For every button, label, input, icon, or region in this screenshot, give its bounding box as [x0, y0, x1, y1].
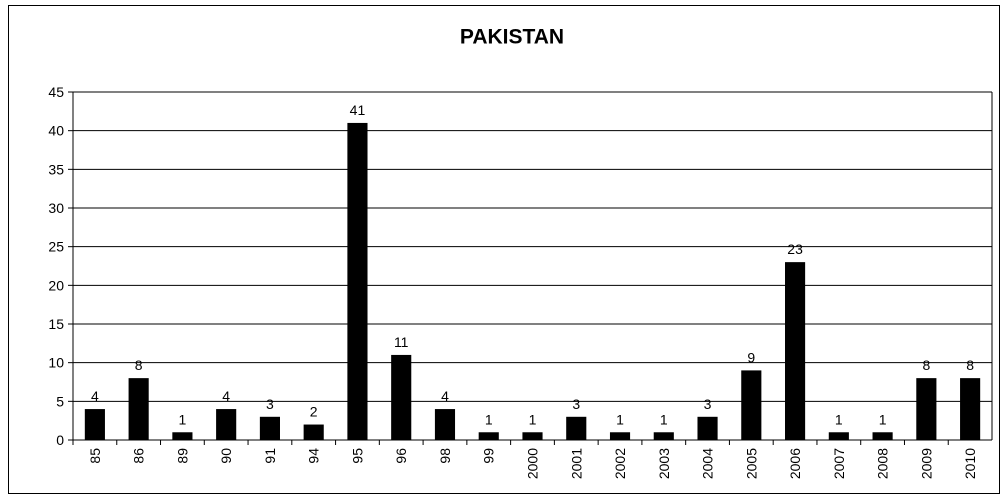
value-label: 8 [922, 357, 930, 373]
value-label: 41 [350, 102, 366, 118]
value-label: 1 [835, 411, 843, 427]
bar [172, 432, 193, 440]
x-tick-label: 91 [262, 448, 278, 464]
bar [522, 432, 543, 440]
value-label: 1 [660, 411, 668, 427]
value-label: 1 [485, 411, 493, 427]
bar [303, 424, 324, 440]
x-tick-label: 99 [481, 448, 497, 464]
bar [434, 409, 456, 440]
y-tick-label: 25 [48, 239, 64, 255]
x-tick-label: 2000 [525, 448, 541, 479]
y-tick-label: 45 [48, 84, 64, 100]
bar [653, 432, 674, 440]
y-tick-label: 20 [48, 277, 64, 293]
value-label: 1 [179, 411, 187, 427]
value-label: 4 [91, 388, 99, 404]
bar [872, 432, 893, 440]
x-tick-label: 2007 [831, 448, 847, 479]
x-tick-label: 94 [306, 448, 322, 464]
bar [347, 122, 368, 440]
y-tick-label: 10 [48, 355, 64, 371]
y-tick-label: 35 [48, 161, 64, 177]
value-label: 3 [266, 396, 274, 412]
value-label: 2 [310, 404, 318, 420]
x-tick-label: 96 [393, 448, 409, 464]
x-tick-label: 89 [174, 448, 190, 464]
value-label: 1 [529, 411, 537, 427]
x-tick-label: 90 [218, 448, 234, 464]
x-tick-label: 2008 [875, 448, 891, 479]
value-label: 4 [222, 388, 230, 404]
bar [84, 409, 105, 440]
x-tick-label: 86 [131, 448, 147, 464]
y-tick-label: 5 [56, 393, 64, 409]
chart-title: PAKISTAN [460, 26, 564, 49]
x-tick-label: 2009 [918, 448, 934, 479]
x-tick-label: 2004 [700, 448, 716, 479]
bar [916, 378, 937, 440]
value-label: 9 [747, 349, 755, 365]
value-label: 8 [966, 357, 974, 373]
x-tick-label: 2002 [612, 448, 628, 479]
y-tick-label: 15 [48, 316, 64, 332]
x-tick-label: 2010 [962, 448, 978, 479]
bar [566, 416, 587, 440]
bar [785, 262, 806, 440]
bar [828, 432, 849, 440]
value-label: 4 [441, 388, 449, 404]
bar [259, 416, 280, 440]
bar [478, 432, 499, 440]
y-tick-label: 40 [48, 123, 64, 139]
value-label: 11 [394, 334, 409, 350]
x-tick-label: 98 [437, 448, 453, 464]
x-tick-label: 85 [87, 448, 103, 464]
bar [216, 409, 237, 440]
x-tick-label: 95 [349, 448, 365, 464]
bar [128, 378, 149, 440]
bar [697, 416, 718, 440]
x-tick-label: 2006 [787, 448, 803, 479]
value-label: 23 [787, 241, 803, 257]
value-label: 1 [616, 411, 624, 427]
value-label: 1 [879, 411, 887, 427]
y-tick-label: 30 [48, 200, 64, 216]
bar [609, 432, 631, 440]
chart-border [8, 5, 1000, 494]
bar [960, 378, 981, 440]
value-label: 8 [135, 357, 143, 373]
bar [741, 370, 762, 440]
y-tick-label: 0 [56, 432, 64, 448]
bar [391, 354, 412, 440]
x-tick-label: 2001 [568, 448, 584, 479]
x-tick-label: 2005 [743, 448, 759, 479]
value-label: 3 [572, 396, 580, 412]
value-label: 3 [704, 396, 712, 412]
x-tick-label: 2003 [656, 448, 672, 479]
